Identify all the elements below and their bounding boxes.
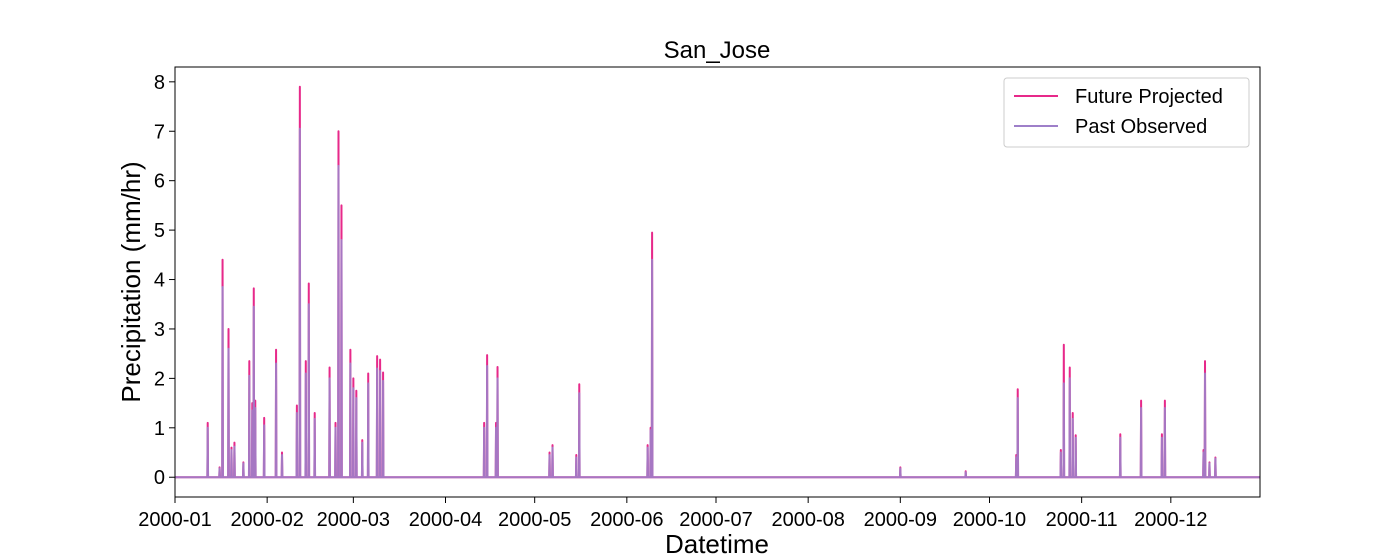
x-tick-label: 2000-06: [590, 509, 663, 531]
x-tick-label: 2000-09: [864, 509, 937, 531]
y-tick-label: 8: [154, 72, 165, 94]
y-tick-label: 0: [154, 467, 165, 489]
chart-title: San_Jose: [664, 37, 771, 64]
x-tick-label: 2000-02: [230, 509, 303, 531]
x-tick-label: 2000-11: [1046, 509, 1118, 531]
x-tick-label: 2000-04: [409, 509, 482, 531]
series-line-past-observed: [175, 127, 1260, 479]
y-tick-label: 7: [154, 121, 165, 143]
x-axis-title: Datetime: [665, 529, 769, 559]
y-tick-label: 2: [154, 368, 165, 390]
x-tick-label: 2000-05: [498, 509, 571, 531]
x-tick-label: 2000-01: [138, 509, 211, 531]
legend-label-past-observed: Past Observed: [1075, 116, 1207, 138]
y-tick-label: 6: [154, 171, 165, 193]
x-tick-label: 2000-08: [771, 509, 844, 531]
y-tick-label: 3: [154, 319, 165, 341]
legend: Future Projected Past Observed: [1003, 77, 1250, 148]
x-axis: 2000-01 2000-02 2000-03 2000-04 2000-05 2000-…: [138, 497, 1208, 531]
x-tick-label: 2000-07: [679, 509, 752, 531]
legend-label-future-projected: Future Projected: [1075, 86, 1223, 108]
x-tick-label: 2000-10: [953, 509, 1026, 531]
y-tick-label: 5: [154, 220, 165, 242]
x-tick-label: 2000-03: [317, 509, 390, 531]
plot-frame: [174, 66, 1261, 498]
y-axis: 0 1 2 3 4 5 6 7 8: [154, 72, 175, 489]
y-tick-label: 4: [154, 270, 165, 292]
x-tick-label: 2000-12: [1134, 509, 1207, 531]
y-axis-title: Precipitation (mm/hr): [116, 161, 146, 402]
y-tick-label: 1: [154, 418, 165, 440]
legend-box: [1003, 77, 1250, 148]
series-layer: [175, 85, 1260, 479]
